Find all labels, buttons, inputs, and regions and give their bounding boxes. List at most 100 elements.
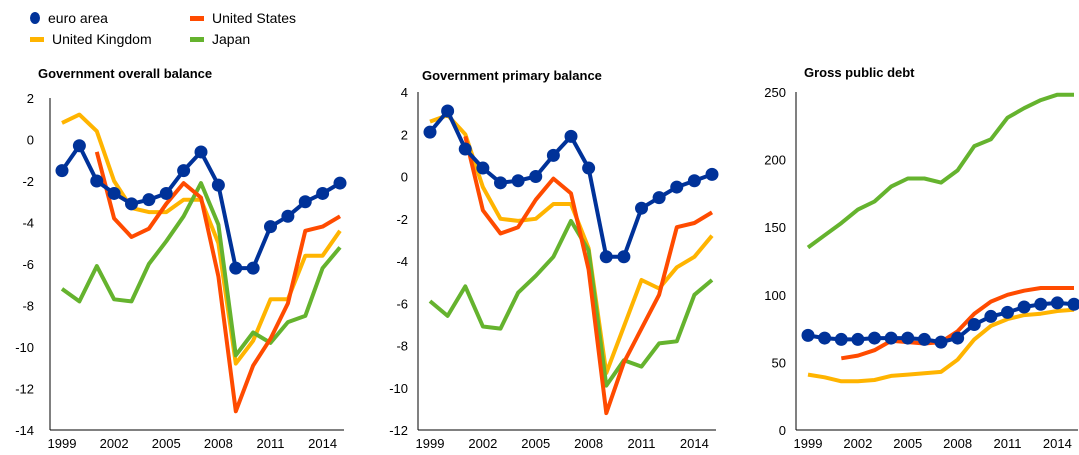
y-tick-label: -8 <box>396 339 408 354</box>
y-tick-label: 150 <box>764 220 786 235</box>
data-point-euro-area <box>159 186 173 200</box>
y-tick-label: -4 <box>396 254 408 269</box>
y-tick-label: 2 <box>27 91 34 106</box>
data-point-euro-area <box>246 261 260 275</box>
y-tick-label: -2 <box>396 212 408 227</box>
series-line-united-states <box>840 286 1074 361</box>
x-tick-label: 2002 <box>100 436 129 451</box>
y-tick-label: 0 <box>401 170 408 185</box>
x-tick-label: 2005 <box>521 436 550 451</box>
data-point-euro-area <box>635 201 648 215</box>
x-tick-label: 2005 <box>152 436 181 451</box>
data-point-euro-area <box>1050 296 1064 310</box>
series-line-japan <box>60 181 342 358</box>
y-tick-label: 0 <box>779 423 786 438</box>
chart-panel-gross-public-debt: Gross public debt 250 200 150 100 50 0 1999 2002… <box>764 65 1079 451</box>
y-tick-label: -12 <box>389 423 408 438</box>
y-tick-label: -8 <box>22 299 34 314</box>
chart-title: Government overall balance <box>38 66 212 81</box>
data-point-euro-area <box>476 161 490 175</box>
data-point-euro-area <box>298 195 312 209</box>
x-tick-label: 2008 <box>943 436 972 451</box>
data-point-euro-area <box>917 332 931 346</box>
data-point-euro-area <box>564 129 578 143</box>
legend-label-united-states: United States <box>212 10 297 26</box>
legend-marker-euro-area <box>30 12 40 24</box>
data-point-euro-area <box>670 180 684 194</box>
y-tick-label: 200 <box>764 153 786 168</box>
data-point-euro-area <box>934 335 948 349</box>
x-tick-label: 2011 <box>628 436 656 451</box>
y-tick-label: -14 <box>15 423 34 438</box>
data-point-euro-area <box>801 328 815 342</box>
data-point-euro-area <box>142 193 156 207</box>
legend-item-japan: Japan <box>190 31 250 47</box>
x-tick-label: 1999 <box>794 436 823 451</box>
data-point-euro-area <box>984 309 998 323</box>
x-tick-label: 1999 <box>48 436 77 451</box>
legend-label-united-kingdom: United Kingdom <box>52 31 152 47</box>
series-line-japan <box>428 218 714 388</box>
series-line-japan <box>806 92 1074 250</box>
chart-panel-government-primary-balance: Government primary balance 4 2 0 -2 -4 -6 -8 -10… <box>389 68 719 451</box>
x-tick-label: 2008 <box>574 436 603 451</box>
data-point-euro-area <box>90 174 104 188</box>
data-point-euro-area <box>194 145 208 159</box>
data-point-euro-area <box>529 170 543 183</box>
data-point-euro-area <box>125 197 138 211</box>
legend-label-euro-area: euro area <box>48 10 108 26</box>
x-tick-label: 2011 <box>257 436 285 451</box>
data-point-euro-area <box>72 139 86 153</box>
x-tick-label: 2014 <box>1043 436 1072 451</box>
legend-item-united-kingdom: United Kingdom <box>30 31 152 47</box>
y-tick-label: 250 <box>764 85 786 100</box>
data-point-euro-area <box>494 176 507 190</box>
legend-item-euro-area: euro area <box>30 10 108 26</box>
data-point-euro-area <box>599 250 613 264</box>
series-line-united-states <box>463 135 714 416</box>
x-tick-label: 2005 <box>893 436 922 451</box>
y-tick-label: -6 <box>396 296 408 311</box>
y-tick-label: -10 <box>15 340 34 355</box>
series-line-euro-area <box>60 143 342 271</box>
legend-label-japan: Japan <box>212 31 251 47</box>
data-point-euro-area <box>617 250 631 264</box>
x-tick-label: 2014 <box>308 436 337 451</box>
chart-panel-government-overall-balance: Government overall balance 2 0 -2 -4 -6 -8 -10 -… <box>15 66 347 451</box>
data-point-euro-area <box>868 331 881 345</box>
data-point-euro-area <box>511 174 525 188</box>
data-point-euro-area <box>1001 305 1014 319</box>
x-tick-label: 2014 <box>680 436 709 451</box>
data-point-euro-area <box>316 186 330 200</box>
y-tick-label: -2 <box>22 174 34 189</box>
data-point-euro-area <box>834 332 848 346</box>
data-point-euro-area <box>264 220 277 234</box>
x-tick-label: 1999 <box>416 436 445 451</box>
x-tick-label: 2002 <box>843 436 872 451</box>
data-point-euro-area <box>1017 300 1031 314</box>
data-point-euro-area <box>333 176 347 190</box>
y-tick-label: -6 <box>22 257 34 272</box>
x-tick-label: 2011 <box>994 436 1022 451</box>
legend-marker-united-kingdom <box>30 36 44 42</box>
chart-title: Government primary balance <box>422 68 602 83</box>
series-line-united-kingdom <box>807 307 1075 384</box>
x-tick-label: 2002 <box>468 436 497 451</box>
data-point-euro-area <box>55 164 69 178</box>
data-point-euro-area <box>884 331 898 345</box>
data-point-euro-area <box>229 261 243 275</box>
y-tick-label: -12 <box>15 382 34 397</box>
chart-legend: euro area United States United Kingdom J… <box>30 4 350 54</box>
data-point-euro-area <box>107 186 121 200</box>
data-point-euro-area <box>967 318 981 332</box>
data-point-euro-area <box>441 104 455 118</box>
y-tick-label: 4 <box>401 85 408 100</box>
data-point-euro-area <box>1067 297 1079 311</box>
data-point-euro-area <box>281 209 295 223</box>
data-point-euro-area <box>951 331 965 345</box>
x-tick-label: 2008 <box>204 436 233 451</box>
y-tick-label: 50 <box>772 355 786 370</box>
legend-item-united-states: United States <box>190 10 296 26</box>
data-point-euro-area <box>687 174 701 188</box>
